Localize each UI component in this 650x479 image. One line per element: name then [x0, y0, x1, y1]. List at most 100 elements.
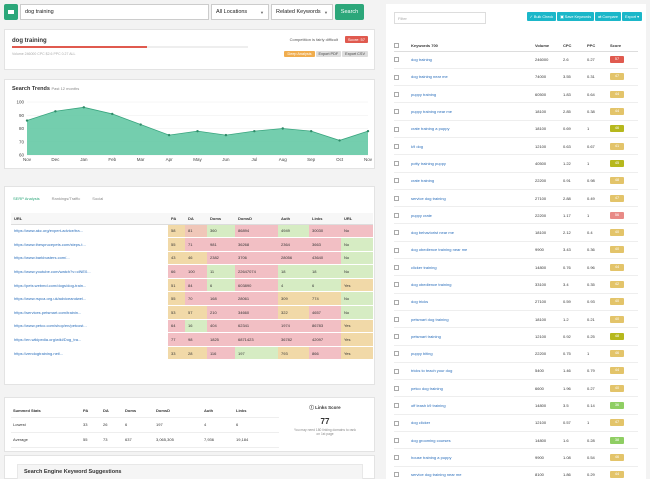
serp-url-link[interactable]: https://www.barkbusters.com/...: [11, 251, 168, 266]
row-checkbox[interactable]: [394, 102, 411, 121]
row-checkbox[interactable]: [394, 448, 411, 467]
row-checkbox[interactable]: [394, 241, 411, 260]
row-checkbox[interactable]: [394, 258, 411, 277]
trend-point[interactable]: [196, 129, 199, 133]
row-checkbox[interactable]: [394, 137, 411, 156]
trend-point[interactable]: [366, 129, 370, 133]
keyword-link[interactable]: house training a puppy: [411, 448, 535, 467]
select-all-checkbox[interactable]: [394, 40, 411, 52]
serp-col-header[interactable]: Links: [309, 213, 341, 225]
row-checkbox[interactable]: [394, 466, 411, 479]
serp-url-link[interactable]: https://www.rspca.org.uk/adviceandwel...: [11, 291, 168, 307]
row-checkbox[interactable]: [394, 120, 411, 138]
row-checkbox[interactable]: [394, 345, 411, 363]
keyword-link[interactable]: dog tricks: [411, 293, 535, 311]
export-button[interactable]: Export ▾: [622, 12, 642, 21]
compare-button[interactable]: ⇄ Compare: [595, 12, 622, 21]
keyword-link[interactable]: tricks to teach your dog: [411, 362, 535, 381]
kw-col-header[interactable]: Keywords 700: [411, 40, 535, 52]
serp-url-link[interactable]: https://www.youtube.com/watch?v=clNE0...: [11, 264, 168, 279]
keyword-link[interactable]: clicker training: [411, 258, 535, 277]
mode-select[interactable]: Related Keywords ▼: [271, 4, 333, 20]
deep-analysis-button[interactable]: Deep Analysis: [284, 51, 315, 57]
keyword-filter-input[interactable]: Filter: [394, 12, 486, 24]
serp-col-header[interactable]: DomsD: [235, 213, 278, 225]
tab-rankings-traffic[interactable]: Rankings/Traffic: [51, 196, 81, 201]
kw-col-header[interactable]: CPC: [563, 40, 587, 52]
row-checkbox[interactable]: [394, 362, 411, 381]
keyword-link[interactable]: service dog training: [411, 189, 535, 208]
keyword-link[interactable]: dog behaviorist near me: [411, 223, 535, 242]
keyword-link[interactable]: petco dog training: [411, 379, 535, 398]
keyword-link[interactable]: petsmart dog training: [411, 310, 535, 329]
menu-logo-button[interactable]: [4, 4, 18, 20]
keyword-link[interactable]: crate training: [411, 172, 535, 190]
keyword-link[interactable]: petsmart training: [411, 327, 535, 346]
trend-point[interactable]: [309, 129, 313, 133]
tab-social[interactable]: Social: [92, 196, 104, 201]
row-checkbox[interactable]: [394, 85, 411, 104]
keyword-search-input[interactable]: dog training: [20, 4, 209, 20]
export-pdf-button[interactable]: Export PDF: [315, 51, 342, 57]
tab-serp-analysis[interactable]: SERP Analysis: [13, 196, 40, 201]
trend-point[interactable]: [82, 106, 86, 109]
keyword-link[interactable]: k9 dog: [411, 137, 535, 156]
serp-url-link[interactable]: https://www.petco.com/shop/en/petcost...: [11, 319, 168, 334]
keyword-link[interactable]: dog clicker: [411, 414, 535, 433]
keyword-link[interactable]: dog training near me: [411, 68, 535, 87]
keyword-link[interactable]: potty training puppy: [411, 154, 535, 173]
serp-url-link[interactable]: https://www.akc.org/expert-advice/tra...: [11, 224, 168, 239]
keyword-link[interactable]: dog training: [411, 51, 535, 69]
trend-point[interactable]: [167, 133, 171, 137]
save-keywords-button[interactable]: ▣ Save Keywords: [557, 12, 595, 21]
row-checkbox[interactable]: [394, 396, 411, 415]
serp-col-header[interactable]: Auth: [278, 213, 309, 225]
trend-point[interactable]: [281, 127, 284, 130]
row-checkbox[interactable]: [394, 414, 411, 433]
serp-col-header[interactable]: PA: [168, 213, 185, 225]
row-checkbox[interactable]: [394, 206, 411, 225]
row-checkbox[interactable]: [394, 223, 411, 242]
keyword-link[interactable]: crate training a puppy: [411, 120, 535, 138]
serp-url-link[interactable]: https://zendogtraining.net/...: [11, 346, 168, 361]
trend-point[interactable]: [224, 133, 228, 137]
keyword-link[interactable]: puppy training near me: [411, 102, 535, 121]
trend-point[interactable]: [253, 129, 256, 133]
row-checkbox[interactable]: [394, 431, 411, 450]
row-checkbox[interactable]: [394, 293, 411, 311]
trend-point[interactable]: [139, 123, 142, 126]
row-checkbox[interactable]: [394, 275, 411, 294]
location-select[interactable]: All Locations ▼: [211, 4, 269, 20]
serp-col-header[interactable]: URL: [11, 213, 168, 225]
row-checkbox[interactable]: [394, 379, 411, 398]
bulk-check-button[interactable]: ✓ Bulk Check: [526, 12, 557, 21]
serp-url-link[interactable]: https://en.wikipedia.org/wiki/Dog_tra...: [11, 332, 168, 347]
keyword-link[interactable]: off leash k9 training: [411, 396, 535, 415]
keyword-link[interactable]: dog grooming courses: [411, 431, 535, 450]
row-checkbox[interactable]: [394, 189, 411, 208]
kw-col-header[interactable]: Score: [610, 40, 638, 52]
keyword-link[interactable]: puppy crate: [411, 206, 535, 225]
keyword-link[interactable]: puppy biting: [411, 345, 535, 363]
trend-point[interactable]: [54, 110, 57, 113]
serp-col-header[interactable]: Doms: [207, 213, 235, 225]
row-checkbox[interactable]: [394, 51, 411, 69]
kw-col-header[interactable]: Volume: [535, 40, 563, 52]
keyword-link[interactable]: dog obedience training near me: [411, 241, 535, 260]
serp-col-header[interactable]: URL: [341, 213, 373, 225]
serp-url-link[interactable]: https://www.thesprucepets.com/steps-t...: [11, 237, 168, 252]
trend-point[interactable]: [338, 139, 341, 142]
trend-point[interactable]: [111, 112, 114, 116]
keyword-link[interactable]: service dog training near me: [411, 466, 535, 479]
search-button[interactable]: Search: [335, 4, 364, 20]
serp-col-header[interactable]: DA: [185, 213, 207, 225]
row-checkbox[interactable]: [394, 154, 411, 173]
row-checkbox[interactable]: [394, 310, 411, 329]
keyword-link[interactable]: puppy training: [411, 85, 535, 104]
keyword-link[interactable]: dog obedience training: [411, 275, 535, 294]
serp-url-link[interactable]: https://services.petsmart.com/trainin...: [11, 305, 168, 320]
trend-point[interactable]: [25, 119, 29, 122]
row-checkbox[interactable]: [394, 68, 411, 87]
row-checkbox[interactable]: [394, 327, 411, 346]
kw-col-header[interactable]: PPC: [587, 40, 610, 52]
